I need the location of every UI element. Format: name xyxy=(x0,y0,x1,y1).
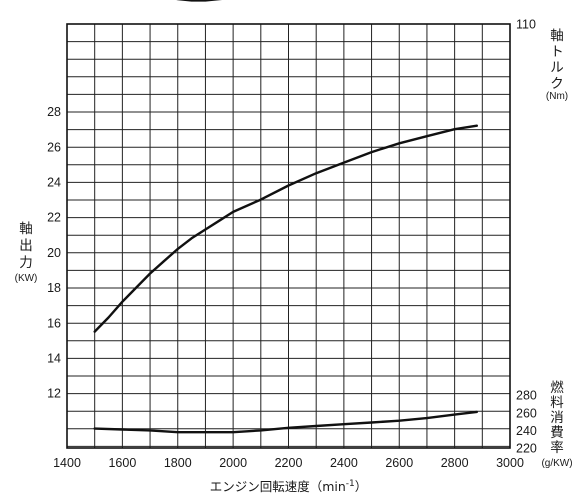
torque-axis-title: ク xyxy=(550,76,564,92)
axis-labels: 軸出力(KW)軸トルク(Nm)燃料消費率(g/KW)エンジン回転速度（min-1… xyxy=(15,28,573,494)
x-tick-label: 2600 xyxy=(385,456,413,470)
power-curve xyxy=(93,124,478,333)
fuel-curve xyxy=(93,410,478,434)
torque-axis-unit: (Nm) xyxy=(546,91,568,102)
power-axis-unit: (KW) xyxy=(15,273,38,284)
fuel-axis-title: 消 xyxy=(550,410,564,426)
power-axis-title: 出 xyxy=(19,238,33,254)
power-tick-label: 14 xyxy=(47,352,61,366)
x-tick-label: 1800 xyxy=(164,456,192,470)
x-axis-title: エンジン回転速度（min-1） xyxy=(210,479,368,494)
torque-axis-title: 軸 xyxy=(550,28,564,44)
fuel-tick-label: 280 xyxy=(516,389,537,403)
fuel-tick-label: 260 xyxy=(516,406,537,420)
power-tick-label: 18 xyxy=(47,281,61,295)
x-tick-label: 2000 xyxy=(219,456,247,470)
tick-labels: 1400 1600 1800 2000 2200 2400 2600 2800 3000 12 14… xyxy=(47,18,537,471)
power-axis-title: 力 xyxy=(19,255,33,271)
x-tick-label: 2400 xyxy=(330,456,358,470)
torque-axis-title: ト xyxy=(550,44,564,60)
series-curves xyxy=(93,0,478,434)
torque-axis-title: ル xyxy=(550,60,564,76)
fuel-axis-title: 燃 xyxy=(550,379,564,396)
x-tick-label: 1600 xyxy=(108,456,136,470)
plot-frame xyxy=(66,23,511,449)
torque-tick-label: 110 xyxy=(516,18,536,32)
fuel-axis-title: 費 xyxy=(550,425,564,441)
fuel-tick-label: 220 xyxy=(516,442,537,456)
power-axis-title: 軸 xyxy=(19,221,33,237)
power-tick-label: 22 xyxy=(47,211,61,225)
power-tick-label: 26 xyxy=(47,140,61,154)
power-tick-label: 16 xyxy=(47,316,61,330)
x-tick-label: 2200 xyxy=(275,456,303,470)
x-tick-label: 3000 xyxy=(496,456,524,470)
fuel-axis-title: 率 xyxy=(550,439,564,456)
power-tick-label: 28 xyxy=(47,105,61,119)
power-tick-label: 12 xyxy=(47,387,61,401)
x-tick-label: 1400 xyxy=(53,456,81,470)
fuel-axis-title: 料 xyxy=(550,395,564,411)
grid-lines xyxy=(66,23,511,449)
fuel-axis-unit: (g/KW) xyxy=(541,458,572,469)
power-tick-label: 20 xyxy=(47,246,61,260)
power-tick-label: 24 xyxy=(47,176,61,190)
fuel-tick-label: 240 xyxy=(516,424,537,438)
x-tick-label: 2800 xyxy=(441,456,469,470)
